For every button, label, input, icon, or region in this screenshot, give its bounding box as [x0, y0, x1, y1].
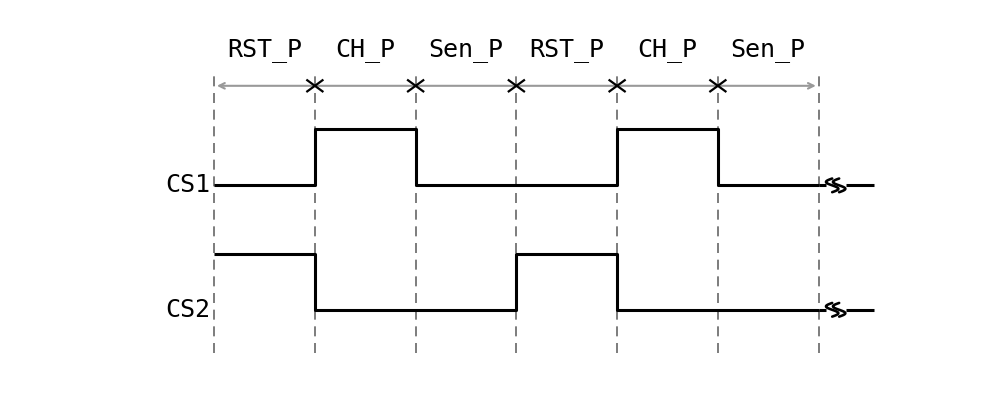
Text: Sen_P: Sen_P: [731, 38, 806, 63]
Text: CH_P: CH_P: [638, 38, 698, 63]
Text: RST_P: RST_P: [529, 38, 604, 63]
Text: Sen_P: Sen_P: [428, 38, 504, 63]
Text: CS2: CS2: [165, 298, 210, 322]
Text: CS1: CS1: [165, 173, 210, 198]
Text: RST_P: RST_P: [227, 38, 302, 63]
Text: CH_P: CH_P: [335, 38, 395, 63]
